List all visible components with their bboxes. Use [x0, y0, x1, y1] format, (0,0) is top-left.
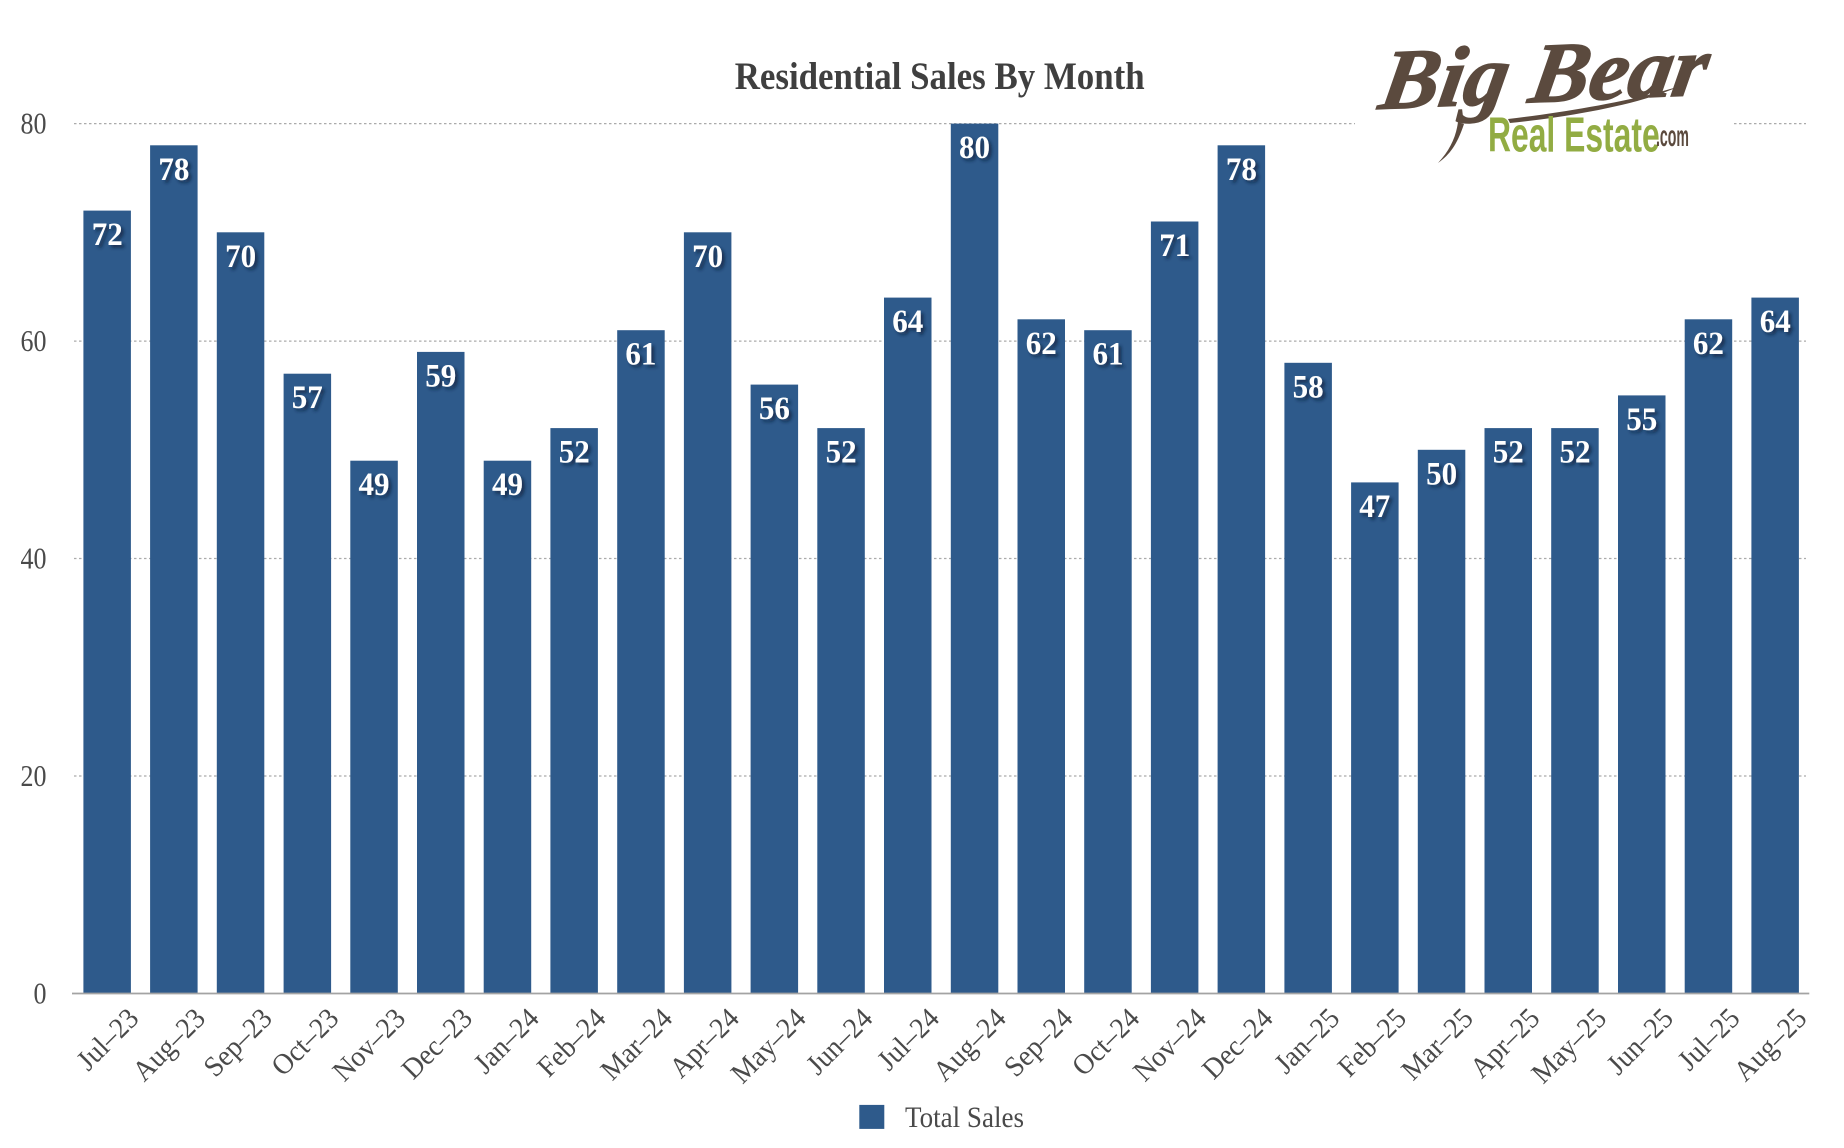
- svg-text:0: 0: [34, 976, 47, 1011]
- svg-text:78: 78: [1226, 152, 1257, 188]
- svg-text:59: 59: [425, 358, 456, 394]
- svg-text:55: 55: [1626, 402, 1657, 438]
- svg-text:62: 62: [1026, 326, 1057, 362]
- svg-text:52: 52: [559, 435, 590, 471]
- svg-text:Residential Sales By Month: Residential Sales By Month: [735, 55, 1145, 98]
- svg-text:61: 61: [1093, 337, 1124, 373]
- svg-text:57: 57: [292, 380, 323, 416]
- svg-text:64: 64: [1760, 304, 1791, 340]
- svg-text:71: 71: [1159, 228, 1190, 264]
- svg-text:61: 61: [625, 337, 656, 373]
- svg-text:52: 52: [1560, 435, 1591, 471]
- svg-text:64: 64: [892, 304, 923, 340]
- svg-text:70: 70: [692, 239, 723, 275]
- svg-text:52: 52: [826, 435, 857, 471]
- svg-text:72: 72: [92, 217, 123, 253]
- svg-text:80: 80: [21, 106, 47, 141]
- svg-text:.com: .com: [1656, 119, 1689, 152]
- svg-text:49: 49: [359, 467, 390, 503]
- svg-text:52: 52: [1493, 435, 1524, 471]
- svg-text:50: 50: [1426, 456, 1457, 492]
- svg-text:47: 47: [1359, 489, 1390, 525]
- svg-text:20: 20: [21, 758, 47, 793]
- svg-text:58: 58: [1293, 369, 1324, 405]
- svg-text:62: 62: [1693, 326, 1724, 362]
- svg-text:Big Bear: Big Bear: [1373, 18, 1718, 128]
- svg-text:78: 78: [158, 152, 189, 188]
- svg-text:Total Sales: Total Sales: [905, 1102, 1024, 1134]
- svg-text:40: 40: [21, 541, 47, 576]
- svg-text:49: 49: [492, 467, 523, 503]
- svg-text:80: 80: [959, 130, 990, 166]
- svg-text:Real Estate: Real Estate: [1488, 108, 1660, 163]
- svg-text:56: 56: [759, 391, 790, 427]
- svg-text:70: 70: [225, 239, 256, 275]
- svg-text:60: 60: [21, 323, 47, 358]
